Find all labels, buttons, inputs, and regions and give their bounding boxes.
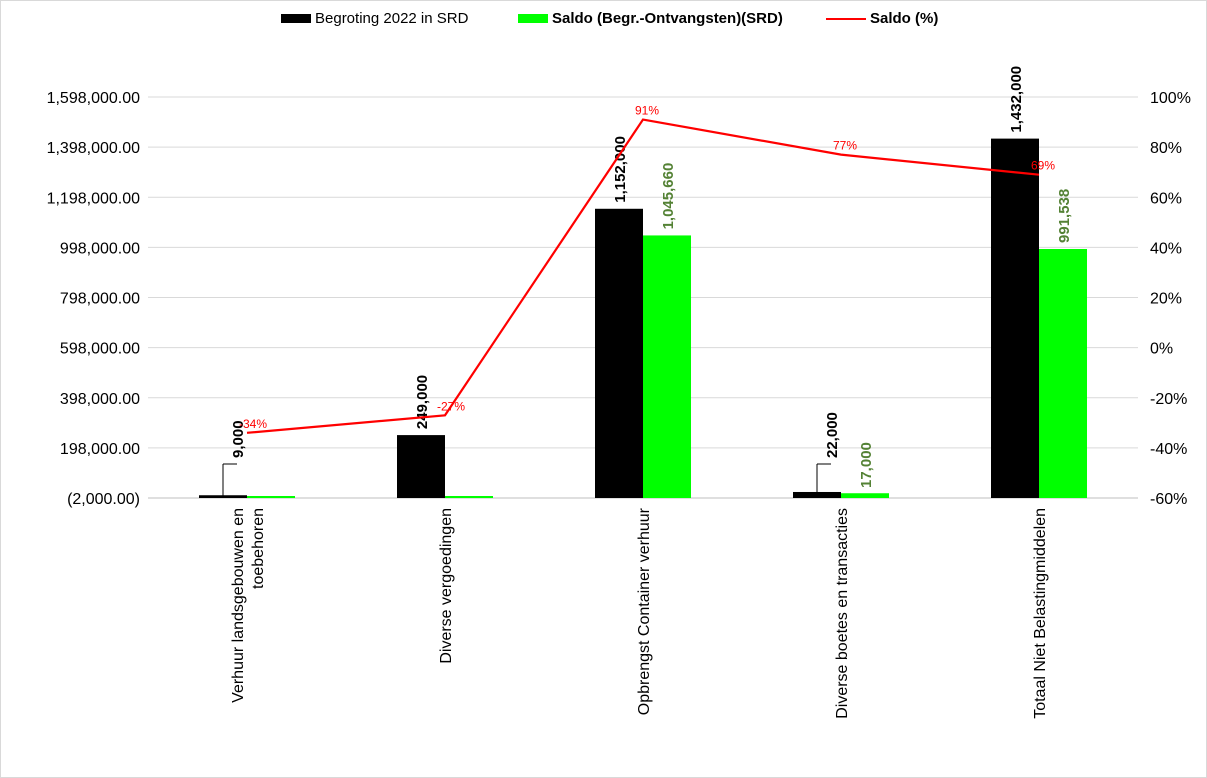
- y-right-tick-label: 0%: [1150, 341, 1173, 358]
- legend-swatch-budget: [281, 14, 311, 23]
- bar-balance: [841, 493, 889, 498]
- bar-budget: [991, 138, 1039, 498]
- y-right-tick-label: 20%: [1150, 291, 1182, 308]
- legend-swatch-balance: [518, 14, 548, 23]
- y-left-tick-label: 198,000.00: [60, 441, 140, 458]
- x-tick-label-line: Opbrengst Container verhuur: [636, 507, 653, 715]
- x-tick-label-line: Verhuur landsgebouwen en: [230, 508, 247, 703]
- bar-budget: [595, 208, 643, 498]
- y-left-tick-label: 998,000.00: [60, 240, 140, 257]
- y-left-tick-label: 1,198,000.00: [47, 190, 141, 207]
- y-right-tick-label: -40%: [1150, 441, 1187, 458]
- data-label-balance-pct: 69%: [1031, 159, 1055, 173]
- data-label-balance: 17,000: [858, 442, 875, 488]
- y-left-tick-label: 1,598,000.00: [47, 90, 141, 107]
- x-tick-label-line: Totaal Niet Belastingmiddelen: [1032, 508, 1049, 719]
- y-right-tick-label: -20%: [1150, 391, 1187, 408]
- x-tick-label: Verhuur landsgebouwen en toebehoren: [230, 508, 267, 703]
- legend-label-balance-pct: Saldo (%): [870, 10, 939, 27]
- data-label-balance-pct: 91%: [635, 104, 659, 118]
- legend-label-budget: Begroting 2022 in SRD: [315, 10, 469, 27]
- data-label-budget: 22,000: [824, 412, 841, 458]
- y-right-tick-label: 80%: [1150, 140, 1182, 157]
- x-tick-label: Totaal Niet Belastingmiddelen: [1032, 508, 1049, 719]
- y-right-tick-label: 40%: [1150, 240, 1182, 257]
- bar-budget: [199, 495, 247, 498]
- data-label-balance-pct: 77%: [833, 139, 857, 153]
- bar-balance: [1039, 248, 1087, 498]
- bar-balance: [445, 496, 493, 498]
- data-label-balance: 991,538: [1056, 189, 1073, 243]
- x-tick-label-line: Diverse boetes en transacties: [834, 508, 851, 719]
- y-left-tick-label: 1,398,000.00: [47, 140, 141, 157]
- legend-item-budget: Begroting 2022 in SRD: [281, 10, 468, 27]
- legend-label-balance: Saldo (Begr.-Ontvangsten)(SRD): [552, 10, 783, 27]
- data-label-balance: 1,045,660: [660, 163, 677, 230]
- data-label-budget: 9,000: [230, 420, 247, 458]
- y-right-tick-label: 60%: [1150, 190, 1182, 207]
- y-left-tick-label: 398,000.00: [60, 391, 140, 408]
- data-label-budget: 1,152,000: [612, 136, 629, 203]
- x-tick-label-line: Diverse vergoedingen: [438, 508, 455, 664]
- legend-swatch-balance-pct: [826, 17, 866, 20]
- y-left-tick-label: (2,000.00): [67, 491, 140, 508]
- legend-item-balance-pct: Saldo (%): [826, 10, 938, 27]
- bar-budget: [397, 435, 445, 498]
- x-tick-label: Diverse boetes en transacties: [834, 508, 851, 719]
- bar-balance: [643, 235, 691, 498]
- data-label-budget: 1,432,000: [1008, 66, 1025, 133]
- x-tick-label: Diverse vergoedingen: [438, 508, 455, 664]
- y-right-tick-label: 100%: [1150, 90, 1191, 107]
- bar-balance: [247, 496, 295, 498]
- y-right-tick-label: -60%: [1150, 491, 1187, 508]
- data-label-budget: 249,000: [414, 375, 431, 429]
- data-label-balance-pct: -34%: [239, 417, 267, 431]
- y-left-tick-label: 598,000.00: [60, 341, 140, 358]
- x-tick-label: Opbrengst Container verhuur: [636, 507, 653, 715]
- y-left-tick-label: 798,000.00: [60, 291, 140, 308]
- data-label-balance-pct: -27%: [437, 399, 465, 413]
- chart-legend: Begroting 2022 in SRD Saldo (Begr.-Ontva…: [0, 10, 1207, 38]
- x-tick-label-line: toebehoren: [250, 508, 267, 589]
- line-balance-pct: [246, 118, 1040, 434]
- legend-item-balance: Saldo (Begr.-Ontvangsten)(SRD): [518, 10, 783, 27]
